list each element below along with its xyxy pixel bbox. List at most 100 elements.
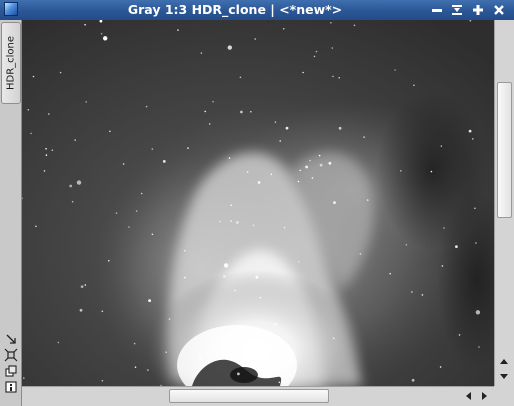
iconize-button[interactable] [448,1,466,19]
star [332,337,335,340]
duplicate-button[interactable] [4,364,18,378]
star [76,180,82,185]
star [187,147,189,149]
star [74,139,76,141]
star [299,169,302,172]
star [79,308,83,312]
duplicate-icon [5,365,17,377]
horizontal-scroll-thumb[interactable] [169,389,329,403]
star [331,47,334,49]
tab-label: HDR_clone [5,35,17,91]
star [455,245,458,249]
center-view-button[interactable] [4,348,18,362]
star [255,275,259,279]
star [274,322,277,326]
arrow-right-icon [482,392,487,400]
image-canvas[interactable] [22,20,494,386]
star [99,20,103,23]
star [45,148,47,150]
nebula-image [22,20,494,386]
star [439,366,442,368]
star [84,23,86,26]
maximize-button[interactable] [469,1,487,19]
zoom-fit-button[interactable] [4,332,18,346]
scroll-up-button[interactable] [498,356,510,368]
star [458,334,461,336]
star [80,285,84,288]
star [228,157,231,159]
zoom-fit-icon [6,334,16,344]
star [23,377,25,379]
close-button[interactable] [490,1,508,19]
star [274,121,277,123]
star [389,272,392,275]
star [228,326,230,328]
star [234,289,236,292]
star [285,126,289,130]
star [313,55,316,58]
star [208,123,211,125]
star [430,170,433,173]
star [270,173,273,176]
star [405,244,408,246]
info-button[interactable] [4,380,18,394]
star [311,177,314,179]
tab-hdr-clone[interactable]: HDR_clone [1,22,21,104]
star [338,77,341,79]
scroll-right-button[interactable] [478,390,490,402]
star [212,100,214,103]
window-title: Gray 1:3 HDR_clone | <*new*> [127,2,343,17]
star [330,22,332,24]
star [363,136,365,138]
star [305,165,308,169]
star [278,381,281,384]
vertical-scroll-thumb[interactable] [497,82,512,218]
star [147,369,149,371]
star [122,163,125,165]
star [236,338,239,341]
star [338,126,342,130]
star [145,105,148,108]
star [246,171,249,173]
star [115,212,118,214]
star [478,346,480,348]
horizontal-scrollbar[interactable] [22,386,494,406]
star [177,29,179,31]
star [101,310,104,313]
star [297,180,300,183]
star [57,341,60,344]
star [219,220,221,223]
star [472,138,474,140]
star [165,351,167,354]
scroll-down-button[interactable] [498,370,510,382]
star [333,201,336,205]
star [353,24,356,27]
star [252,224,255,226]
star [200,52,203,54]
star [279,140,282,142]
star [184,249,186,252]
star [227,45,232,50]
star [233,335,236,338]
star [328,161,332,165]
title-bar[interactable]: Gray 1:3 HDR_clone | <*new*> [0,0,514,20]
arrow-up-icon [500,359,508,364]
star [22,197,23,200]
shade-button[interactable] [428,1,446,19]
star [319,163,323,167]
star [443,227,445,229]
star [366,199,369,201]
scroll-left-button[interactable] [463,390,475,402]
star [235,221,239,224]
star [71,200,74,203]
app-window-icon[interactable] [4,2,18,16]
star [108,259,110,262]
star [148,299,151,302]
star [101,379,104,382]
star [239,76,242,79]
plus-icon [473,5,483,15]
star [318,154,321,157]
vertical-scrollbar[interactable] [494,20,514,386]
star [223,275,226,278]
